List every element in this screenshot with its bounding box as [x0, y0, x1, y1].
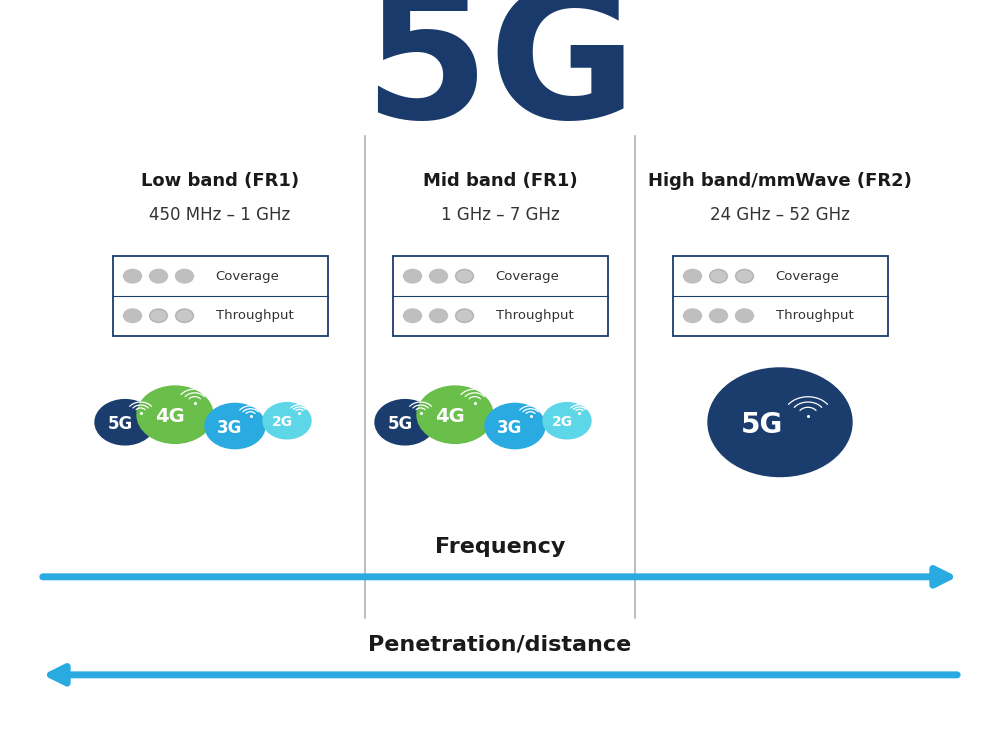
FancyBboxPatch shape: [392, 256, 608, 336]
Text: 5G: 5G: [387, 415, 413, 433]
Circle shape: [684, 269, 702, 283]
Circle shape: [150, 309, 168, 323]
Text: 5G: 5G: [741, 411, 783, 440]
Text: Coverage: Coverage: [776, 270, 839, 283]
Text: 1 GHz – 7 GHz: 1 GHz – 7 GHz: [441, 206, 559, 224]
Text: 4G: 4G: [155, 406, 185, 426]
Circle shape: [417, 386, 493, 443]
Text: 24 GHz – 52 GHz: 24 GHz – 52 GHz: [710, 206, 850, 224]
Circle shape: [543, 403, 591, 439]
Text: Coverage: Coverage: [496, 270, 559, 283]
Circle shape: [710, 309, 728, 323]
Text: 450 MHz – 1 GHz: 450 MHz – 1 GHz: [149, 206, 291, 224]
Text: High band/mmWave (FR2): High band/mmWave (FR2): [648, 172, 912, 190]
Text: 5G: 5G: [107, 415, 133, 433]
Circle shape: [176, 309, 194, 323]
Text: Throughput: Throughput: [216, 309, 293, 322]
Circle shape: [205, 403, 265, 449]
Text: Throughput: Throughput: [776, 309, 853, 322]
Text: 3G: 3G: [217, 418, 243, 437]
Circle shape: [430, 269, 448, 283]
Circle shape: [150, 269, 168, 283]
Text: Mid band (FR1): Mid band (FR1): [423, 172, 577, 190]
Circle shape: [456, 269, 474, 283]
Circle shape: [736, 309, 754, 323]
Text: Throughput: Throughput: [496, 309, 573, 322]
Circle shape: [404, 269, 422, 283]
Text: 4G: 4G: [435, 406, 465, 426]
Circle shape: [485, 403, 545, 449]
Text: Coverage: Coverage: [216, 270, 279, 283]
Circle shape: [124, 309, 142, 323]
Circle shape: [710, 269, 728, 283]
Circle shape: [176, 269, 194, 283]
Circle shape: [708, 368, 852, 477]
Text: Low band (FR1): Low band (FR1): [141, 172, 299, 190]
Text: 2G: 2G: [271, 415, 293, 429]
Text: 3G: 3G: [497, 418, 523, 437]
Text: 2G: 2G: [551, 415, 573, 429]
Circle shape: [375, 400, 435, 445]
Circle shape: [456, 309, 474, 323]
Text: 5G: 5G: [363, 0, 637, 156]
Circle shape: [137, 386, 213, 443]
Circle shape: [684, 309, 702, 323]
FancyBboxPatch shape: [112, 256, 328, 336]
Circle shape: [736, 269, 754, 283]
Circle shape: [263, 403, 311, 439]
Circle shape: [430, 309, 448, 323]
Text: Frequency: Frequency: [435, 537, 565, 556]
Circle shape: [95, 400, 155, 445]
Circle shape: [404, 309, 422, 323]
Text: Penetration/distance: Penetration/distance: [368, 635, 632, 654]
FancyBboxPatch shape: [672, 256, 888, 336]
Circle shape: [124, 269, 142, 283]
